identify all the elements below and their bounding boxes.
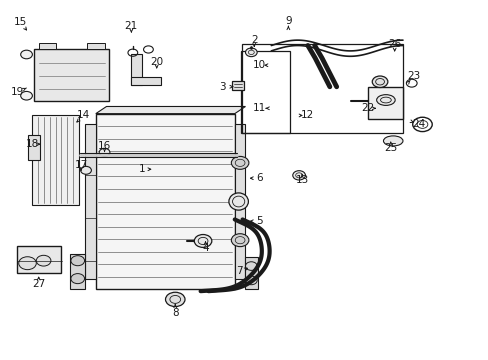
Text: 8: 8 <box>172 308 178 318</box>
Ellipse shape <box>383 136 402 146</box>
Text: 7: 7 <box>236 266 243 276</box>
Bar <box>96 114 234 289</box>
Text: 12: 12 <box>301 111 314 121</box>
Bar <box>87 42 104 49</box>
Text: 1: 1 <box>139 164 145 174</box>
Circle shape <box>371 76 387 87</box>
Bar <box>17 246 61 273</box>
Text: 25: 25 <box>384 143 397 153</box>
Circle shape <box>231 156 248 169</box>
Text: 6: 6 <box>255 173 262 183</box>
Text: 4: 4 <box>202 243 208 253</box>
Text: 26: 26 <box>387 40 401 49</box>
Bar <box>70 253 85 289</box>
Text: 23: 23 <box>407 71 420 81</box>
Bar <box>85 125 96 279</box>
Ellipse shape <box>376 95 394 105</box>
Ellipse shape <box>228 193 248 210</box>
Text: 5: 5 <box>255 216 262 226</box>
Bar <box>245 257 257 289</box>
Circle shape <box>245 48 257 57</box>
Circle shape <box>194 234 211 247</box>
Text: 9: 9 <box>285 16 291 26</box>
Polygon shape <box>96 107 245 114</box>
Bar <box>234 125 245 279</box>
Bar <box>131 77 160 85</box>
Text: 24: 24 <box>411 120 425 129</box>
Circle shape <box>36 255 51 266</box>
Circle shape <box>20 50 32 59</box>
Text: 17: 17 <box>74 159 87 170</box>
Bar <box>232 81 244 90</box>
Bar <box>27 135 40 160</box>
Text: 22: 22 <box>360 103 373 113</box>
Text: 20: 20 <box>150 57 163 67</box>
Circle shape <box>71 256 84 266</box>
Text: 2: 2 <box>250 35 257 45</box>
Text: 3: 3 <box>219 82 225 92</box>
Bar <box>131 54 142 85</box>
Text: 19: 19 <box>11 87 24 97</box>
Text: 16: 16 <box>98 141 111 151</box>
Text: 10: 10 <box>252 60 265 70</box>
Circle shape <box>165 292 184 307</box>
Circle shape <box>71 274 84 284</box>
Text: 14: 14 <box>77 111 90 121</box>
Text: 13: 13 <box>295 175 308 185</box>
Bar <box>241 51 289 134</box>
Text: 27: 27 <box>32 279 45 289</box>
Text: 18: 18 <box>26 139 39 149</box>
Bar <box>32 116 79 205</box>
Text: 21: 21 <box>124 21 138 31</box>
Circle shape <box>231 234 248 247</box>
Bar <box>242 44 402 134</box>
Circle shape <box>19 257 36 270</box>
Circle shape <box>99 148 110 156</box>
Circle shape <box>81 166 91 174</box>
Text: 11: 11 <box>252 103 265 113</box>
Circle shape <box>20 91 32 100</box>
Bar <box>367 87 403 119</box>
Circle shape <box>292 171 305 180</box>
Text: 15: 15 <box>14 17 27 27</box>
Bar <box>39 42 56 49</box>
Bar <box>34 49 109 101</box>
